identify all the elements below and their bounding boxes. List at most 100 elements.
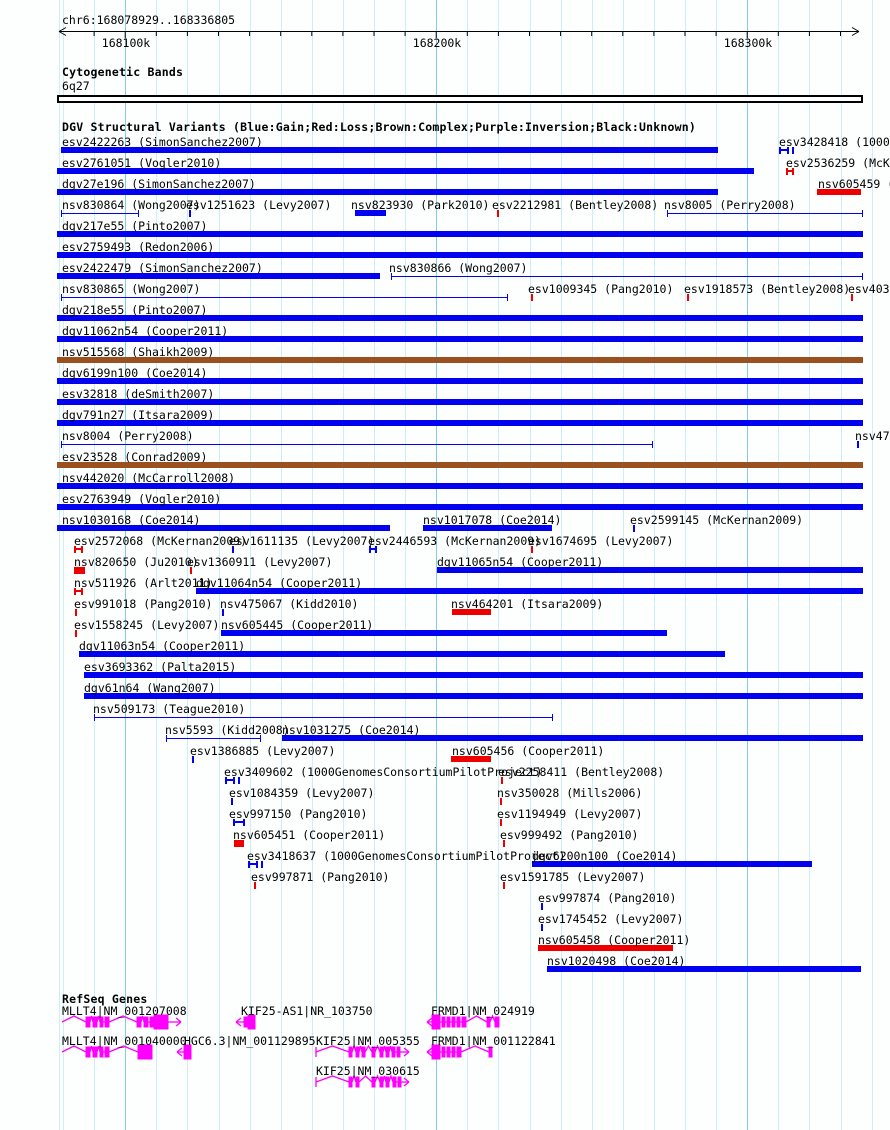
gene-label[interactable]: MLLT4|NM_001207008 [62,1004,187,1018]
gene-model[interactable] [176,1044,192,1060]
variant-label[interactable]: esv3418637 (1000GenomesConsortiumPilotPr… [247,849,566,863]
variant-label[interactable]: dgv218e55 (Pinto2007) [62,303,208,317]
variant-glyph-br[interactable] [369,546,377,553]
variant-label[interactable]: nsv605445 (Cooper2011) [221,618,374,632]
variant-label[interactable]: esv2763949 (Vogler2010) [62,492,222,506]
variant-label[interactable]: esv3428418 (1000Gen [779,135,890,149]
variant-label[interactable]: esv2422479 (SimonSanchez2007) [62,261,263,275]
variant-label[interactable]: esv999492 (Pang2010) [500,828,639,842]
variant-glyph-tick[interactable] [232,546,234,553]
variant-glyph-tick[interactable] [190,567,192,574]
variant-label[interactable]: esv1009345 (Pang2010) [528,282,674,296]
variant-label[interactable]: nsv1020498 (Coe2014) [547,954,686,968]
variant-glyph-tick[interactable] [189,210,191,217]
variant-label[interactable]: esv1194949 (Levy2007) [497,807,643,821]
variant-glyph-tick[interactable] [503,882,505,889]
variant-glyph-tick[interactable] [503,840,505,847]
cytoband-bar[interactable] [57,95,863,103]
variant-label[interactable]: nsv830865 (Wong2007) [62,282,201,296]
variant-label[interactable]: esv2759493 (Redon2006) [62,240,215,254]
variant-label[interactable]: dgv61n64 (Wang2007) [84,681,216,695]
variant-label[interactable]: esv1918573 (Bentley2008) [684,282,851,296]
variant-glyph-tick[interactable] [497,210,499,217]
variant-glyph-tick[interactable] [633,525,635,532]
gene-label[interactable]: FRMD1|NM_001122841 [431,1034,556,1048]
variant-label[interactable]: nsv475067 (Kidd2010) [220,597,359,611]
variant-glyph-bar[interactable] [423,525,552,531]
variant-label[interactable]: nsv8004 (Perry2008) [62,429,194,443]
variant-glyph-box[interactable] [234,840,244,847]
variant-label[interactable]: esv2599145 (McKernan2009) [630,513,804,527]
variant-glyph-seg[interactable] [61,294,508,301]
variant-label[interactable]: esv1558245 (Levy2007) [74,618,220,632]
gene-model[interactable] [426,1044,493,1060]
variant-glyph-tick[interactable] [75,609,77,616]
variant-label[interactable]: esv1084359 (Levy2007) [229,786,375,800]
variant-label[interactable]: nsv476 [855,429,890,443]
variant-label[interactable]: nsv350028 (Mills2006) [497,786,643,800]
variant-glyph-seg[interactable] [94,714,553,721]
gene-label[interactable]: KIF25|NM_030615 [316,1064,420,1078]
variant-label[interactable]: nsv820650 (Ju2010) [74,555,199,569]
variant-glyph-tick[interactable] [192,756,194,763]
variant-label[interactable]: dgv11063n54 (Cooper2011) [79,639,246,653]
variant-label[interactable]: dgv217e55 (Pinto2007) [62,219,208,233]
variant-label[interactable]: nsv605451 (Cooper2011) [233,828,386,842]
variant-label[interactable]: nsv605459 (C [818,177,890,191]
variant-glyph-bar[interactable] [437,567,863,573]
variant-glyph-tick[interactable] [75,630,77,637]
variant-glyph-tick[interactable] [857,441,859,448]
variant-glyph-br[interactable] [786,168,794,175]
variant-label[interactable]: dgv27e196 (SimonSanchez2007) [62,177,256,191]
variant-glyph-seg[interactable] [667,210,863,217]
variant-glyph-bar[interactable] [79,651,725,657]
variant-label[interactable]: nsv823930 (Park2010) [351,198,490,212]
variant-label[interactable]: esv3693362 (Palta2015) [84,660,237,674]
variant-label[interactable]: dgv11062n54 (Cooper2011) [62,324,229,338]
variant-glyph-bar[interactable] [355,210,386,216]
gene-model[interactable] [315,1073,410,1088]
variant-glyph-bar[interactable] [57,420,863,426]
variant-glyph-tick[interactable] [541,903,543,910]
gene-model[interactable] [426,1014,500,1030]
variant-glyph-bar[interactable] [57,231,863,237]
variant-glyph-seg[interactable] [166,735,261,742]
variant-label[interactable]: nsv1030168 (Coe2014) [62,513,201,527]
variant-glyph-bar[interactable] [538,945,673,951]
variant-glyph-bar[interactable] [532,861,812,867]
variant-label[interactable]: esv2761051 (Vogler2010) [62,156,222,170]
variant-label[interactable]: esv997874 (Pang2010) [538,891,677,905]
variant-label[interactable]: nsv5593 (Kidd2008) [165,723,290,737]
variant-label[interactable]: esv4035 [848,282,890,296]
variant-glyph-bar[interactable] [57,504,863,510]
variant-label[interactable]: esv2572068 (McKernan2009) [74,534,248,548]
variant-glyph-tick[interactable] [500,819,502,826]
variant-glyph-bar[interactable] [57,168,754,174]
gene-model[interactable] [61,1044,153,1060]
variant-label[interactable]: esv3409602 (1000GenomesConsortiumPilotPr… [224,765,543,779]
gene-label[interactable]: HGC6.3|NM_001129895 [184,1034,316,1048]
variant-glyph-bar[interactable] [57,252,863,258]
variant-glyph-br2[interactable] [238,777,240,784]
variant-glyph-tick[interactable] [687,294,689,301]
variant-glyph-bar[interactable] [817,189,861,195]
variant-label[interactable]: nsv8005 (Perry2008) [664,198,796,212]
variant-glyph-bar[interactable] [57,315,863,321]
gene-label[interactable]: FRMD1|NM_024919 [431,1004,535,1018]
gene-model[interactable] [235,1014,256,1030]
variant-glyph-bar[interactable] [451,756,491,762]
variant-glyph-bar[interactable] [196,588,863,594]
variant-label[interactable]: esv2212981 (Bentley2008) [492,198,659,212]
variant-label[interactable]: nsv605458 (Cooper2011) [538,933,691,947]
variant-glyph-bar[interactable] [221,630,667,636]
variant-label[interactable]: nsv1031275 (Coe2014) [282,723,421,737]
variant-label[interactable]: nsv464201 (Itsara2009) [451,597,604,611]
variant-label[interactable]: nsv515568 (Shaikh2009) [62,345,215,359]
variant-glyph-seg[interactable] [391,273,863,280]
variant-glyph-br[interactable] [74,588,83,595]
variant-glyph-br[interactable] [74,546,83,553]
variant-glyph-bar[interactable] [547,966,861,972]
variant-glyph-br[interactable] [233,819,245,826]
variant-glyph-tick[interactable] [851,294,853,301]
variant-label[interactable]: dgv791n27 (Itsara2009) [62,408,215,422]
